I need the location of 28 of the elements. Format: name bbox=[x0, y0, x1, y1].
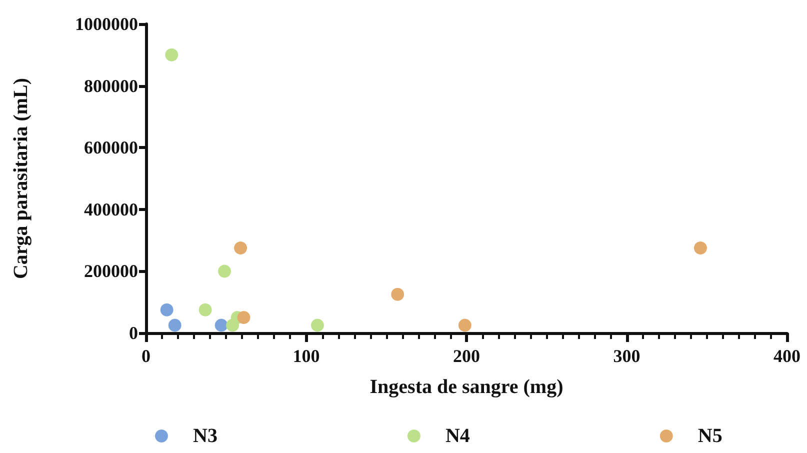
point bbox=[198, 303, 212, 316]
x-axis-title: Ingesta de sangre (mg) bbox=[370, 376, 564, 398]
legend-label: N5 bbox=[698, 425, 722, 447]
point bbox=[237, 311, 250, 324]
point bbox=[214, 318, 228, 332]
point bbox=[234, 242, 248, 255]
legend-label: N4 bbox=[445, 425, 470, 447]
point bbox=[391, 288, 404, 301]
x-tick-label: 100 bbox=[292, 346, 320, 366]
y-tick-label: 200000 bbox=[84, 261, 138, 282]
point bbox=[165, 48, 178, 62]
point bbox=[168, 318, 182, 332]
y-tick-label: 0 bbox=[129, 323, 138, 343]
point bbox=[160, 303, 174, 316]
x-tick-label: 400 bbox=[774, 346, 800, 366]
point bbox=[218, 264, 232, 278]
y-tick-label: 800000 bbox=[84, 76, 138, 96]
point bbox=[310, 318, 324, 332]
x-tick-label: 300 bbox=[613, 346, 640, 366]
y-tick-label: 400000 bbox=[84, 199, 138, 220]
y-axis-title: Carga parasitaria (mL) bbox=[10, 78, 32, 280]
y-tick-label: 1000000 bbox=[75, 14, 138, 34]
legend-label: N3 bbox=[193, 425, 218, 447]
x-tick-label: 0 bbox=[142, 346, 150, 366]
point bbox=[694, 242, 707, 255]
y-tick-label: 600000 bbox=[84, 138, 138, 158]
x-tick-label: 200 bbox=[453, 346, 480, 366]
point bbox=[458, 318, 472, 332]
